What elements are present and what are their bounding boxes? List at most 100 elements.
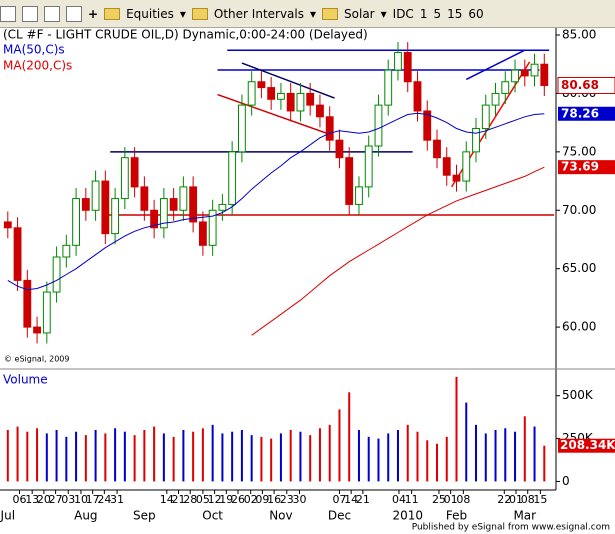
toolbar: + Equities ▾ Other Intervals ▾ Solar ▾ IDC …	[0, 0, 615, 28]
icon[interactable]	[66, 5, 82, 22]
candle-body	[540, 63, 549, 86]
x-tick-label: 14	[160, 493, 174, 506]
candle-body	[140, 186, 149, 211]
volume-bar	[143, 430, 146, 482]
candle-body	[355, 186, 363, 205]
button[interactable]: 15	[447, 6, 463, 21]
volume-bar	[84, 435, 87, 482]
x-tick-label: 08	[521, 493, 535, 506]
candle-body	[267, 87, 276, 100]
x-tick-label: 26	[231, 493, 245, 506]
x-tick-label: 22	[497, 493, 511, 506]
volume-bar	[6, 430, 9, 482]
candle-body	[91, 180, 100, 211]
menu[interactable]: Equities	[126, 6, 174, 21]
volume-bar	[201, 428, 204, 482]
volume-bar	[162, 433, 165, 482]
folder	[322, 7, 339, 20]
volume-bar	[475, 424, 478, 482]
candle-body	[169, 198, 178, 211]
x-tick-label: 20	[37, 493, 51, 506]
month-label: Nov	[269, 509, 292, 523]
candle-body	[413, 81, 422, 112]
x-tick-label: 01	[444, 493, 458, 506]
volume-bar	[221, 433, 224, 482]
volume-bar	[153, 426, 156, 482]
candle-body	[189, 186, 198, 223]
volume-bar	[309, 435, 312, 482]
volume-bar	[367, 436, 370, 482]
candle-body	[111, 198, 120, 235]
x-tick-label: 28	[183, 493, 197, 506]
x-tick-label: 05	[196, 493, 210, 506]
candle-body	[306, 92, 315, 106]
folder	[191, 7, 208, 20]
button[interactable]: 60	[468, 6, 484, 21]
volume-bar	[543, 445, 546, 482]
icon[interactable]	[0, 5, 16, 22]
candle-body	[257, 81, 266, 89]
icon[interactable]	[44, 5, 60, 22]
value-box	[558, 106, 615, 121]
x-tick-label: 24	[97, 493, 111, 506]
trendline	[465, 49, 526, 81]
x-tick-label: 02	[244, 493, 258, 506]
candle-body	[120, 157, 129, 200]
volume-bar	[406, 424, 409, 482]
icon[interactable]	[22, 5, 38, 22]
button[interactable]: IDC	[392, 6, 414, 21]
price-box-label: 80.68	[561, 78, 599, 92]
candle-body	[442, 157, 451, 176]
crosshair[interactable]: +	[88, 6, 99, 21]
candle-body	[228, 151, 237, 205]
volume-bar	[45, 433, 48, 482]
x-tick-label: 01	[509, 493, 523, 506]
value-box-label: 78.26	[561, 106, 599, 120]
volume-bar	[357, 430, 360, 482]
x-tick-label: 06	[13, 493, 27, 506]
x-tick-label: 21	[172, 493, 186, 506]
menu[interactable]: Solar	[344, 6, 375, 21]
volume-bar	[270, 438, 273, 482]
volume-bar	[445, 436, 448, 482]
candle-body	[13, 227, 22, 281]
chart: (CL #F - LIGHT CRUDE OIL,D) Dynamic,0:00…	[0, 28, 615, 534]
volume-bar	[299, 431, 302, 482]
candle-body	[218, 203, 227, 211]
candle-body	[286, 92, 295, 112]
price-box	[557, 76, 615, 94]
volume-bar	[514, 431, 517, 482]
candle-body	[296, 92, 305, 112]
x-tick-label: 15	[533, 493, 547, 506]
volume-bar	[231, 431, 234, 482]
x-tick-label: 12	[208, 493, 222, 506]
volume-box-label: 208.34K	[560, 438, 615, 452]
candle-body	[159, 198, 168, 229]
watermark: © eSignal, 2009	[4, 355, 69, 364]
volume-bar	[16, 426, 19, 482]
volume-bar	[435, 443, 438, 482]
button[interactable]: 5	[433, 6, 442, 21]
x-tick-label: 14	[344, 493, 358, 506]
button[interactable]: 1	[419, 6, 428, 21]
legend-label: MA(50,C)s	[3, 43, 65, 57]
x-tick-label: 09	[255, 493, 269, 506]
value-box-label: 73.69	[561, 160, 599, 174]
menu[interactable]: Other Intervals	[213, 6, 304, 21]
volume-bar	[494, 430, 497, 482]
x-tick-label: 27	[49, 493, 63, 506]
volume-bar	[114, 428, 117, 482]
month-label: Feb	[446, 509, 467, 523]
x-tick-label: 03	[61, 493, 75, 506]
candle-body	[394, 52, 402, 71]
candle-body	[403, 52, 412, 83]
volume-bar	[123, 431, 126, 482]
volume-bar	[348, 392, 351, 482]
candle-body	[462, 151, 471, 182]
trendline	[217, 93, 330, 136]
volume-bar	[65, 436, 68, 482]
x-tick-label: 04	[392, 493, 406, 506]
volume-bar	[75, 431, 78, 482]
volume-bar	[455, 376, 458, 482]
x-tick-label: 11	[405, 493, 419, 506]
